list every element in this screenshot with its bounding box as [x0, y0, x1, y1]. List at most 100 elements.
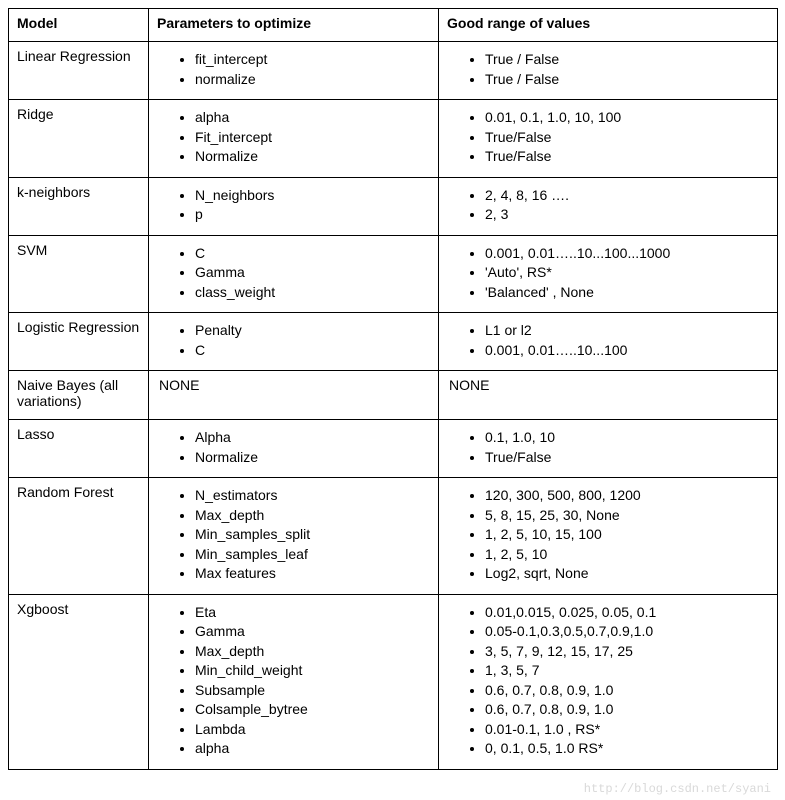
list-item: True/False [485, 128, 769, 148]
cell-model: Naive Bayes (all variations) [9, 371, 149, 420]
range-list: 0.01, 0.1, 1.0, 10, 100True/FalseTrue/Fa… [447, 108, 769, 167]
list-item: 0.05-0.1,0.3,0.5,0.7,0.9,1.0 [485, 622, 769, 642]
list-item: 0.1, 1.0, 10 [485, 428, 769, 448]
list-item: 0.01, 0.1, 1.0, 10, 100 [485, 108, 769, 128]
cell-model: SVM [9, 235, 149, 313]
cell-range: L1 or l20.001, 0.01…..10...100 [439, 313, 778, 371]
cell-model: Random Forest [9, 478, 149, 595]
params-list: AlphaNormalize [157, 428, 430, 467]
header-range: Good range of values [439, 9, 778, 42]
table-body: Linear Regressionfit_interceptnormalizeT… [9, 42, 778, 770]
cell-range: 120, 300, 500, 800, 12005, 8, 15, 25, 30… [439, 478, 778, 595]
params-list: alphaFit_interceptNormalize [157, 108, 430, 167]
cell-params: fit_interceptnormalize [149, 42, 439, 100]
cell-params: N_neighborsp [149, 177, 439, 235]
table-row: LassoAlphaNormalize 0.1, 1.0, 10True/Fals… [9, 420, 778, 478]
list-item: Min_samples_split [195, 525, 430, 545]
range-list: 0.1, 1.0, 10True/False [447, 428, 769, 467]
cell-range: 0.01, 0.1, 1.0, 10, 100True/FalseTrue/Fa… [439, 100, 778, 178]
cell-model: k-neighbors [9, 177, 149, 235]
list-item: Log2, sqrt, None [485, 564, 769, 584]
list-item: True / False [485, 70, 769, 90]
cell-range: 0.01,0.015, 0.025, 0.05, 0.10.05-0.1,0.3… [439, 594, 778, 769]
cell-range: 0.001, 0.01…..10...100...1000'Auto', RS*… [439, 235, 778, 313]
cell-model: Linear Regression [9, 42, 149, 100]
cell-params: NONE [149, 371, 439, 420]
list-item: 'Auto', RS* [485, 263, 769, 283]
list-item: 5, 8, 15, 25, 30, None [485, 506, 769, 526]
header-params: Parameters to optimize [149, 9, 439, 42]
list-item: 120, 300, 500, 800, 1200 [485, 486, 769, 506]
cell-params: AlphaNormalize [149, 420, 439, 478]
list-item: Fit_intercept [195, 128, 430, 148]
list-item: Eta [195, 603, 430, 623]
list-item: Min_child_weight [195, 661, 430, 681]
list-item: True/False [485, 147, 769, 167]
cell-range: True / FalseTrue / False [439, 42, 778, 100]
list-item: True/False [485, 448, 769, 468]
list-item: 'Balanced' , None [485, 283, 769, 303]
params-list: N_neighborsp [157, 186, 430, 225]
list-item: Max features [195, 564, 430, 584]
list-item: alpha [195, 108, 430, 128]
list-item: Gamma [195, 622, 430, 642]
list-item: Subsample [195, 681, 430, 701]
list-item: Lambda [195, 720, 430, 740]
range-list: 0.001, 0.01…..10...100...1000'Auto', RS*… [447, 244, 769, 303]
watermark-text: http://blog.csdn.net/syani [584, 782, 771, 796]
list-item: C [195, 341, 430, 361]
list-item: 0.01,0.015, 0.025, 0.05, 0.1 [485, 603, 769, 623]
params-list: CGammaclass_weight [157, 244, 430, 303]
list-item: Gamma [195, 263, 430, 283]
list-item: 2, 4, 8, 16 …. [485, 186, 769, 206]
list-item: Normalize [195, 147, 430, 167]
list-item: 0.001, 0.01…..10...100...1000 [485, 244, 769, 264]
list-item: True / False [485, 50, 769, 70]
cell-params: EtaGammaMax_depthMin_child_weightSubsamp… [149, 594, 439, 769]
cell-params: alphaFit_interceptNormalize [149, 100, 439, 178]
list-item: p [195, 205, 430, 225]
range-list: 120, 300, 500, 800, 12005, 8, 15, 25, 30… [447, 486, 769, 584]
list-item: N_neighbors [195, 186, 430, 206]
table-row: Random ForestN_estimatorsMax_depthMin_sa… [9, 478, 778, 595]
cell-params: N_estimatorsMax_depthMin_samples_splitMi… [149, 478, 439, 595]
cell-range: 2, 4, 8, 16 ….2, 3 [439, 177, 778, 235]
plain-text: NONE [157, 377, 430, 393]
cell-model: Ridge [9, 100, 149, 178]
list-item: 0.6, 0.7, 0.8, 0.9, 1.0 [485, 700, 769, 720]
list-item: 1, 2, 5, 10, 15, 100 [485, 525, 769, 545]
range-list: True / FalseTrue / False [447, 50, 769, 89]
list-item: 0.6, 0.7, 0.8, 0.9, 1.0 [485, 681, 769, 701]
table-row: Linear Regressionfit_interceptnormalizeT… [9, 42, 778, 100]
list-item: 2, 3 [485, 205, 769, 225]
cell-range: NONE [439, 371, 778, 420]
table-row: XgboostEtaGammaMax_depthMin_child_weight… [9, 594, 778, 769]
list-item: 1, 3, 5, 7 [485, 661, 769, 681]
list-item: Max_depth [195, 506, 430, 526]
list-item: alpha [195, 739, 430, 759]
list-item: 3, 5, 7, 9, 12, 15, 17, 25 [485, 642, 769, 662]
list-item: N_estimators [195, 486, 430, 506]
list-item: Alpha [195, 428, 430, 448]
plain-text: NONE [447, 377, 769, 393]
list-item: Colsample_bytree [195, 700, 430, 720]
table-row: Naive Bayes (all variations) NONE NONE [9, 371, 778, 420]
range-list: L1 or l20.001, 0.01…..10...100 [447, 321, 769, 360]
list-item: 0.001, 0.01…..10...100 [485, 341, 769, 361]
cell-model: Lasso [9, 420, 149, 478]
list-item: C [195, 244, 430, 264]
cell-range: 0.1, 1.0, 10True/False [439, 420, 778, 478]
list-item: 1, 2, 5, 10 [485, 545, 769, 565]
params-list: N_estimatorsMax_depthMin_samples_splitMi… [157, 486, 430, 584]
table-row: Logistic RegressionPenaltyCL1 or l20.001… [9, 313, 778, 371]
table-row: RidgealphaFit_interceptNormalize0.01, 0.… [9, 100, 778, 178]
cell-params: PenaltyC [149, 313, 439, 371]
params-list: EtaGammaMax_depthMin_child_weightSubsamp… [157, 603, 430, 759]
header-model: Model [9, 9, 149, 42]
cell-model: Logistic Regression [9, 313, 149, 371]
cell-model: Xgboost [9, 594, 149, 769]
list-item: 0, 0.1, 0.5, 1.0 RS* [485, 739, 769, 759]
table-row: SVMCGammaclass_weight 0.001, 0.01…..10...… [9, 235, 778, 313]
range-list: 0.01,0.015, 0.025, 0.05, 0.10.05-0.1,0.3… [447, 603, 769, 759]
hyperparameter-table: Model Parameters to optimize Good range … [8, 8, 778, 770]
